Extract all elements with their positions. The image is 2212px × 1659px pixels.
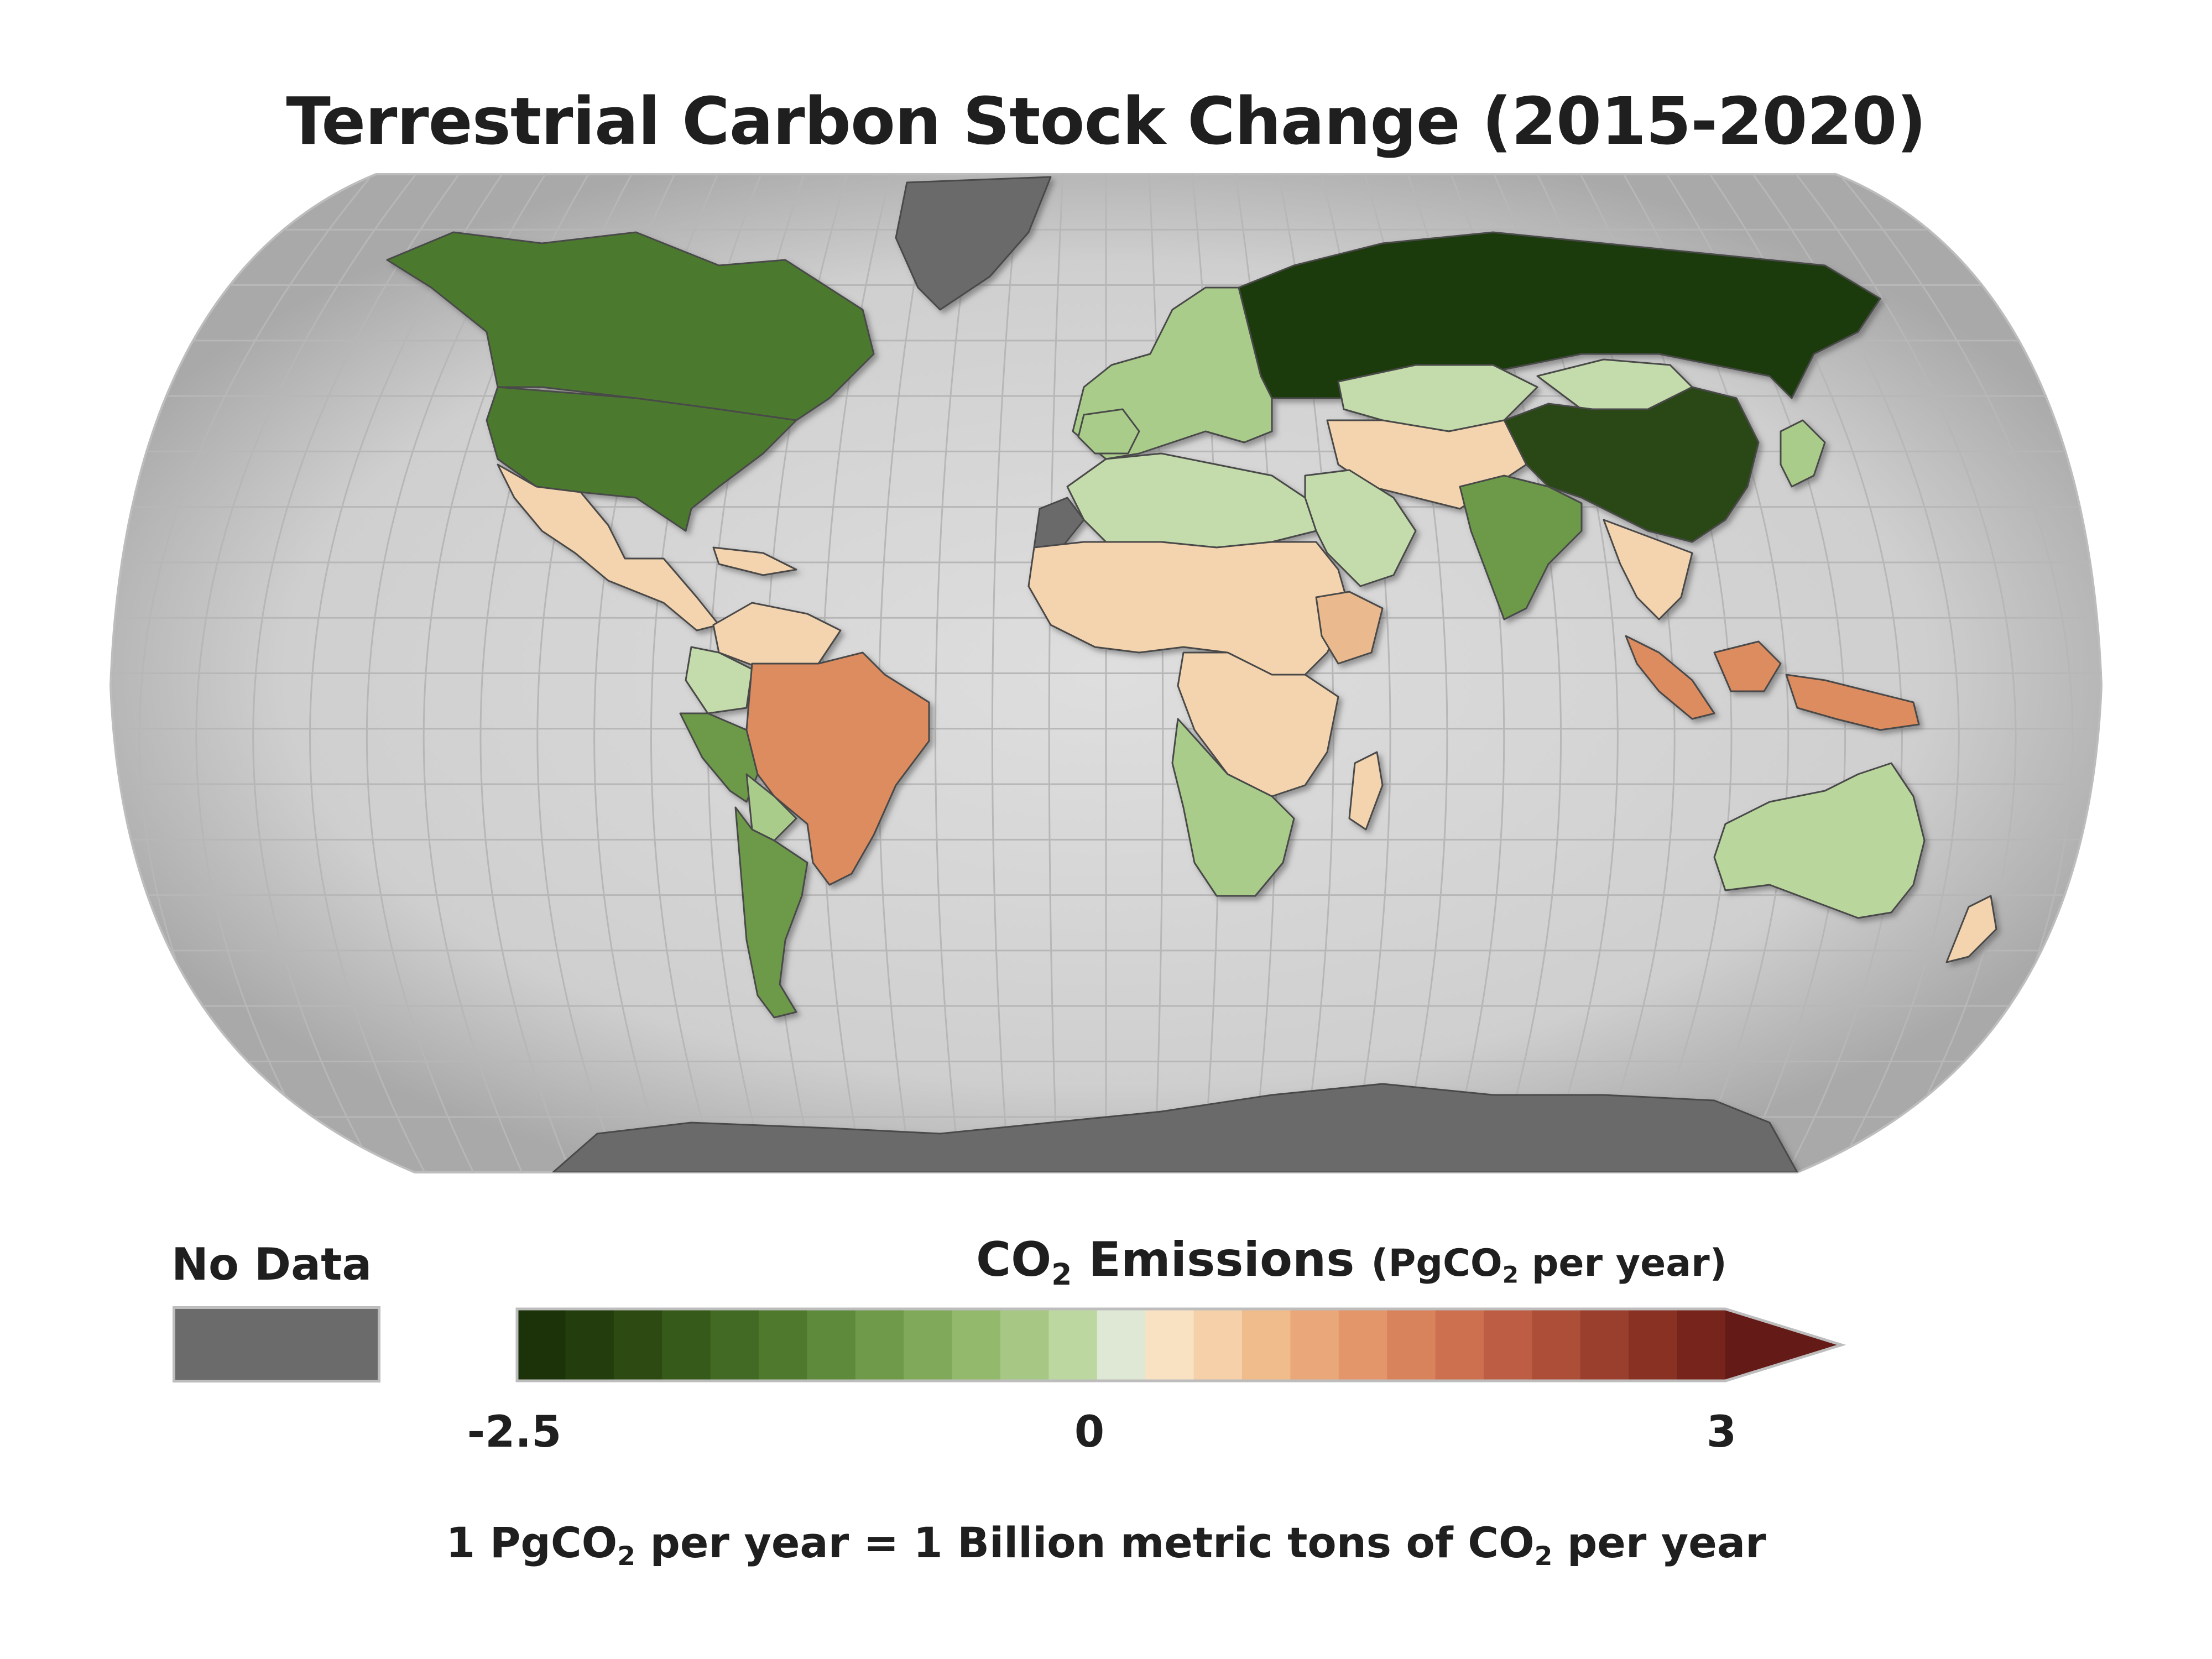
colorbar-outline xyxy=(515,1307,1846,1383)
region-japan xyxy=(1780,419,1826,488)
colorbar-title-emissions: Emissions xyxy=(1072,1232,1371,1287)
region-united-states xyxy=(486,386,797,532)
region-india xyxy=(1459,474,1583,620)
region-new-zealand xyxy=(1945,895,1997,963)
colorbar-bin xyxy=(710,1309,759,1381)
footnote-subscript-1: 2 xyxy=(617,1541,635,1572)
colorbar-unit: (PgCO2 per year) xyxy=(1371,1241,1727,1288)
colorbar-bin xyxy=(952,1309,1001,1381)
colorbar-bin xyxy=(1338,1309,1388,1381)
unit-footnote: 1 PgCO2 per year = 1 Billion metric tons… xyxy=(0,1518,2212,1572)
region-australia xyxy=(1713,762,1926,919)
region-ethiopia xyxy=(1315,591,1384,665)
world-map xyxy=(109,173,2103,1173)
colorbar-bin xyxy=(1145,1309,1194,1381)
region-greenland xyxy=(895,176,1052,311)
colorbar-bin xyxy=(807,1309,856,1381)
no-data-swatch xyxy=(173,1306,380,1383)
colorbar-bin xyxy=(1387,1309,1436,1381)
region-argentina xyxy=(734,806,808,1019)
region-east-africa xyxy=(1177,651,1339,797)
footnote-subscript-2: 2 xyxy=(1534,1541,1553,1572)
colorbar-bin xyxy=(1532,1309,1581,1381)
colorbar-bin xyxy=(613,1309,663,1381)
footnote-part-b: per year = 1 Billion metric tons of CO xyxy=(635,1518,1535,1567)
graticule-meridian xyxy=(309,174,503,1172)
graticule-meridian xyxy=(991,174,1021,1172)
colorbar-bin xyxy=(1580,1309,1630,1381)
region-colombia xyxy=(685,646,753,714)
graticule-meridian xyxy=(1795,174,2017,1172)
colorbar-unit-a: (PgCO xyxy=(1371,1241,1503,1285)
region-indonesia-sumatra xyxy=(1625,635,1715,720)
colorbar-tick-min: -2.5 xyxy=(467,1407,562,1457)
colorbar-title-co: CO xyxy=(976,1232,1052,1287)
region-brazil xyxy=(745,651,930,886)
footnote-part-c: per year xyxy=(1552,1518,1766,1567)
region-antarctica xyxy=(552,1083,1798,1172)
colorbar-tick-zero: 0 xyxy=(1074,1407,1105,1457)
colorbar-bin xyxy=(1435,1309,1484,1381)
no-data-label: No Data xyxy=(171,1239,372,1290)
colorbar-tick-max: 3 xyxy=(1706,1407,1737,1457)
colorbar-extend-arrow xyxy=(1725,1309,1841,1381)
colorbar-bin xyxy=(1097,1309,1146,1381)
colorbar-bin xyxy=(1677,1309,1726,1381)
graticule-meridian xyxy=(935,174,978,1172)
region-madagascar xyxy=(1348,751,1384,831)
colorbar-bin xyxy=(1000,1309,1050,1381)
colorbar-bin xyxy=(855,1309,905,1381)
region-west-central-africa xyxy=(1027,541,1350,676)
region-western-sahara xyxy=(1033,497,1085,549)
colorbar-bin xyxy=(1629,1309,1678,1381)
colorbar xyxy=(515,1307,1846,1383)
graticule-meridian xyxy=(1048,174,1064,1172)
colorbar-bin xyxy=(1193,1309,1243,1381)
region-indonesia-east xyxy=(1785,674,1920,731)
region-bolivia xyxy=(745,773,797,842)
region-china xyxy=(1503,386,1760,543)
chart-title: Terrestrial Carbon Stock Change (2015-20… xyxy=(286,83,1926,159)
region-russia xyxy=(1238,231,1881,399)
colorbar-bin xyxy=(565,1309,614,1381)
graticule-meridian xyxy=(1148,174,1164,1172)
colorbar-bin xyxy=(759,1309,808,1381)
colorbar-bin xyxy=(1242,1309,1291,1381)
footnote-part-a: 1 PgCO xyxy=(446,1518,618,1567)
colorbar-title: CO2 Emissions (PgCO2 per year) xyxy=(976,1232,1727,1292)
region-iberia xyxy=(1077,408,1140,455)
region-canada xyxy=(386,231,875,421)
colorbar-bin xyxy=(662,1309,711,1381)
colorbar-bin xyxy=(904,1309,953,1381)
region-southern-africa xyxy=(1171,718,1295,897)
colorbar-unit-subscript: 2 xyxy=(1502,1261,1519,1288)
colorbar-bin xyxy=(1048,1309,1098,1381)
colorbar-bin xyxy=(1484,1309,1533,1381)
region-caribbean xyxy=(712,546,797,576)
colorbar-bin xyxy=(517,1309,566,1381)
colorbar-bin xyxy=(1290,1309,1339,1381)
graticule-meridian xyxy=(366,174,546,1172)
graticule-meridian xyxy=(252,174,460,1172)
colorbar-unit-b: per year) xyxy=(1519,1241,1727,1285)
colorbar-title-subscript: 2 xyxy=(1051,1257,1072,1292)
graticule-meridian xyxy=(195,174,417,1172)
region-southeast-asia xyxy=(1603,519,1693,620)
region-indonesia-borneo xyxy=(1713,640,1782,692)
